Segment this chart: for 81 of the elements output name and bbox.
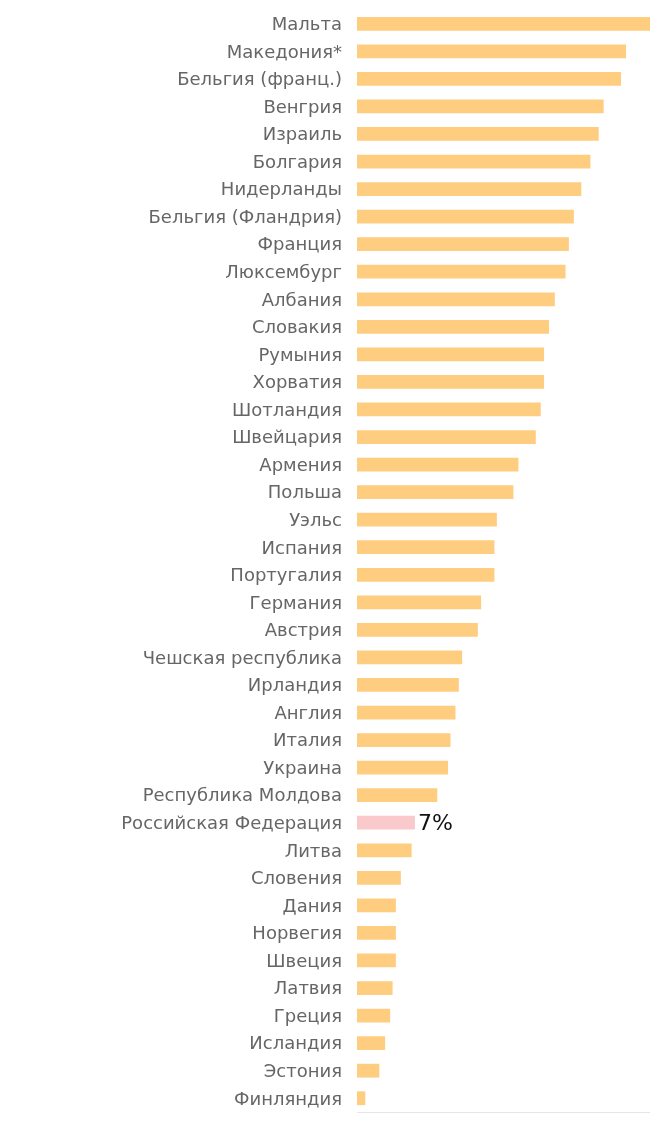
y-tick-label: Шотландия [231, 398, 342, 420]
y-tick-label: Венгрия [263, 95, 342, 117]
bar [357, 209, 574, 224]
y-tick-label: Словакия [251, 316, 342, 338]
bar [357, 402, 541, 417]
y-tick-label: Швейцария [232, 426, 342, 448]
bar [357, 898, 396, 913]
y-tick-label: Мальта [271, 13, 342, 35]
y-tick-label: Англия [274, 701, 342, 723]
bar [357, 926, 396, 940]
bar [357, 99, 604, 114]
bar [357, 182, 582, 196]
bar [357, 1091, 366, 1106]
y-tick-label: Армения [259, 453, 342, 475]
bar [357, 264, 566, 279]
y-tick-label: Болгария [252, 150, 342, 172]
y-tick-label: Ирландия [247, 674, 342, 696]
bar [357, 319, 550, 334]
bar [357, 375, 545, 389]
y-tick-label: Республика Молдова [142, 784, 342, 806]
bar [357, 540, 495, 555]
y-tick-label: Российская Федерация [121, 812, 342, 834]
y-tick-label: Словения [250, 867, 342, 889]
y-tick-label: Польша [267, 481, 342, 503]
bar [357, 981, 393, 995]
bar [357, 237, 569, 252]
y-tick-label: Эстония [263, 1059, 342, 1081]
bar [357, 1036, 386, 1051]
bar [357, 1063, 380, 1078]
y-tick-label: Швеция [266, 949, 342, 971]
y-tick-label: Германия [249, 591, 342, 613]
bar [357, 292, 555, 307]
bar [357, 485, 514, 500]
y-tick-label: Нидерланды [220, 178, 342, 200]
bar [357, 733, 451, 747]
y-tick-label: Хорватия [252, 371, 342, 393]
bar [357, 870, 401, 885]
bar [357, 430, 536, 444]
y-tick-label: Македония* [226, 40, 342, 62]
y-tick-label: Бельгия (франц.) [177, 68, 342, 90]
bar [357, 512, 497, 527]
bar [357, 16, 650, 31]
y-tick-label: Чешская республика [142, 646, 342, 668]
y-tick-label: Бельгия (Фландрия) [148, 205, 342, 227]
data-label: 7% [417, 810, 453, 836]
bar [357, 815, 415, 830]
y-tick-label: Уэльс [289, 508, 342, 530]
bar [357, 788, 438, 803]
y-tick-label: Франция [257, 233, 342, 255]
y-tick-label: Исландия [249, 1032, 342, 1054]
y-tick-label: Испания [261, 536, 342, 558]
bar [357, 457, 519, 472]
bar [357, 843, 412, 858]
y-tick-label: Португалия [230, 564, 342, 586]
bar [357, 44, 626, 59]
y-tick-label: Албания [261, 288, 342, 310]
y-tick-label: Дания [282, 894, 342, 916]
y-tick-label: Греция [273, 1004, 342, 1026]
bar [357, 678, 459, 692]
y-tick-label: Румыния [258, 343, 342, 365]
bar [357, 622, 478, 637]
y-tick-label: Финляндия [233, 1087, 342, 1109]
bar [357, 1008, 391, 1023]
y-tick-label: Латвия [273, 977, 342, 999]
bar [357, 650, 463, 665]
bar [357, 760, 449, 775]
y-tick-label: Израиль [262, 123, 342, 145]
y-tick-label: Украина [263, 756, 342, 778]
bar [357, 595, 482, 610]
bar [357, 71, 622, 86]
y-tick-label: Норвегия [252, 922, 342, 944]
y-tick-label: Австрия [264, 619, 342, 641]
bar [357, 347, 545, 362]
bar [357, 705, 456, 720]
bar [357, 127, 599, 141]
bar [357, 567, 495, 582]
y-tick-label: Люксембург [225, 261, 342, 283]
y-tick-label: Италия [272, 729, 342, 751]
bar [357, 953, 396, 968]
bar [357, 154, 591, 169]
y-tick-label: Литва [284, 839, 342, 861]
